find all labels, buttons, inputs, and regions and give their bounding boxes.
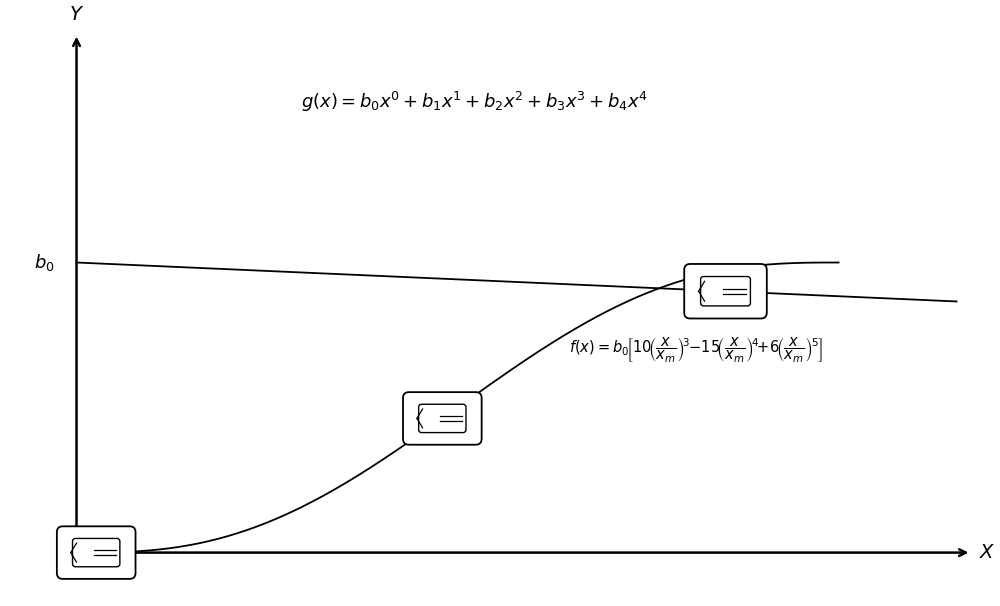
FancyBboxPatch shape bbox=[414, 428, 426, 442]
FancyBboxPatch shape bbox=[110, 562, 122, 576]
Text: $b_0$: $b_0$ bbox=[34, 252, 55, 273]
FancyBboxPatch shape bbox=[110, 529, 122, 544]
FancyBboxPatch shape bbox=[456, 395, 469, 409]
FancyBboxPatch shape bbox=[68, 562, 80, 576]
FancyBboxPatch shape bbox=[684, 264, 767, 319]
FancyBboxPatch shape bbox=[68, 529, 80, 544]
FancyBboxPatch shape bbox=[403, 392, 482, 445]
FancyBboxPatch shape bbox=[696, 301, 709, 316]
FancyBboxPatch shape bbox=[414, 395, 426, 409]
Text: 0: 0 bbox=[59, 561, 70, 579]
FancyBboxPatch shape bbox=[740, 301, 753, 316]
FancyBboxPatch shape bbox=[419, 404, 466, 433]
FancyBboxPatch shape bbox=[73, 539, 120, 567]
FancyBboxPatch shape bbox=[696, 267, 709, 282]
FancyBboxPatch shape bbox=[456, 428, 469, 442]
FancyBboxPatch shape bbox=[701, 276, 750, 306]
Text: $Y$: $Y$ bbox=[69, 5, 84, 24]
Text: $X$: $X$ bbox=[979, 543, 996, 562]
FancyBboxPatch shape bbox=[57, 527, 136, 579]
Text: $g(x) = b_0x^0 + b_1x^1 + b_2x^2 + b_3x^3 + b_4x^4$: $g(x) = b_0x^0 + b_1x^1 + b_2x^2 + b_3x^… bbox=[301, 90, 648, 114]
FancyBboxPatch shape bbox=[740, 267, 753, 282]
Text: $f(x) = b_0\!\left[10\!\left(\dfrac{x}{x_m}\right)^{\!3}\!\!-\!15\!\left(\dfrac{: $f(x) = b_0\!\left[10\!\left(\dfrac{x}{x… bbox=[569, 336, 823, 365]
